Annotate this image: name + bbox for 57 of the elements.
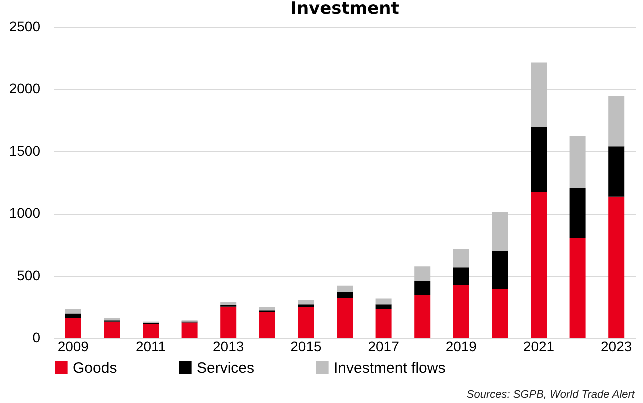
legend-label: Goods bbox=[73, 360, 118, 377]
x-tick-label: 2015 bbox=[290, 338, 322, 354]
x-tick-label: 2013 bbox=[213, 338, 244, 354]
bar bbox=[298, 304, 314, 308]
y-tick-label: 1000 bbox=[9, 205, 41, 222]
bar bbox=[337, 298, 353, 338]
bar bbox=[376, 298, 392, 305]
bar bbox=[414, 282, 431, 296]
bar bbox=[608, 196, 625, 338]
bar bbox=[337, 286, 353, 292]
x-tick-label: 2019 bbox=[446, 338, 478, 354]
bar bbox=[531, 128, 547, 192]
bar bbox=[65, 309, 82, 314]
bar bbox=[453, 268, 470, 286]
bar bbox=[453, 285, 470, 338]
bar bbox=[531, 62, 547, 128]
x-tick-label: 2021 bbox=[523, 338, 555, 354]
y-tick-label: 500 bbox=[17, 267, 41, 284]
bar bbox=[570, 238, 586, 338]
bar bbox=[608, 146, 625, 197]
bar bbox=[608, 96, 625, 147]
bar bbox=[570, 188, 586, 238]
legend-label: Investment flows bbox=[334, 360, 446, 377]
legend-label: Services bbox=[197, 360, 255, 377]
bar bbox=[492, 289, 508, 338]
y-tick-label: 0 bbox=[32, 330, 41, 346]
bar bbox=[376, 310, 392, 338]
bar bbox=[531, 192, 547, 338]
bar bbox=[492, 212, 508, 252]
bar bbox=[414, 266, 431, 282]
bar bbox=[259, 312, 276, 338]
bar bbox=[298, 300, 314, 305]
bar bbox=[337, 292, 353, 298]
bar bbox=[182, 322, 198, 338]
bar bbox=[143, 324, 159, 338]
bar bbox=[414, 295, 431, 338]
chart-title: Investment bbox=[290, 0, 400, 19]
bar bbox=[259, 308, 276, 311]
bar bbox=[65, 318, 82, 338]
x-tick-label: 2011 bbox=[136, 338, 166, 354]
bar bbox=[220, 306, 237, 338]
x-tick-label: 2023 bbox=[601, 338, 632, 354]
y-tick-label: 2000 bbox=[9, 80, 41, 97]
bar bbox=[298, 307, 314, 338]
bar bbox=[453, 249, 470, 268]
bar bbox=[104, 318, 120, 321]
source-note: Sources: SGPB, World Trade Alert bbox=[466, 389, 635, 401]
bar bbox=[220, 302, 237, 306]
y-tick-label: 2500 bbox=[9, 18, 41, 34]
bar bbox=[104, 322, 120, 338]
bar bbox=[570, 136, 586, 188]
bar bbox=[376, 304, 392, 310]
x-tick-label: 2017 bbox=[368, 338, 400, 354]
bar bbox=[492, 251, 508, 290]
y-tick-label: 1500 bbox=[9, 142, 41, 159]
x-tick-label: 2009 bbox=[58, 338, 90, 354]
bar bbox=[65, 314, 82, 318]
